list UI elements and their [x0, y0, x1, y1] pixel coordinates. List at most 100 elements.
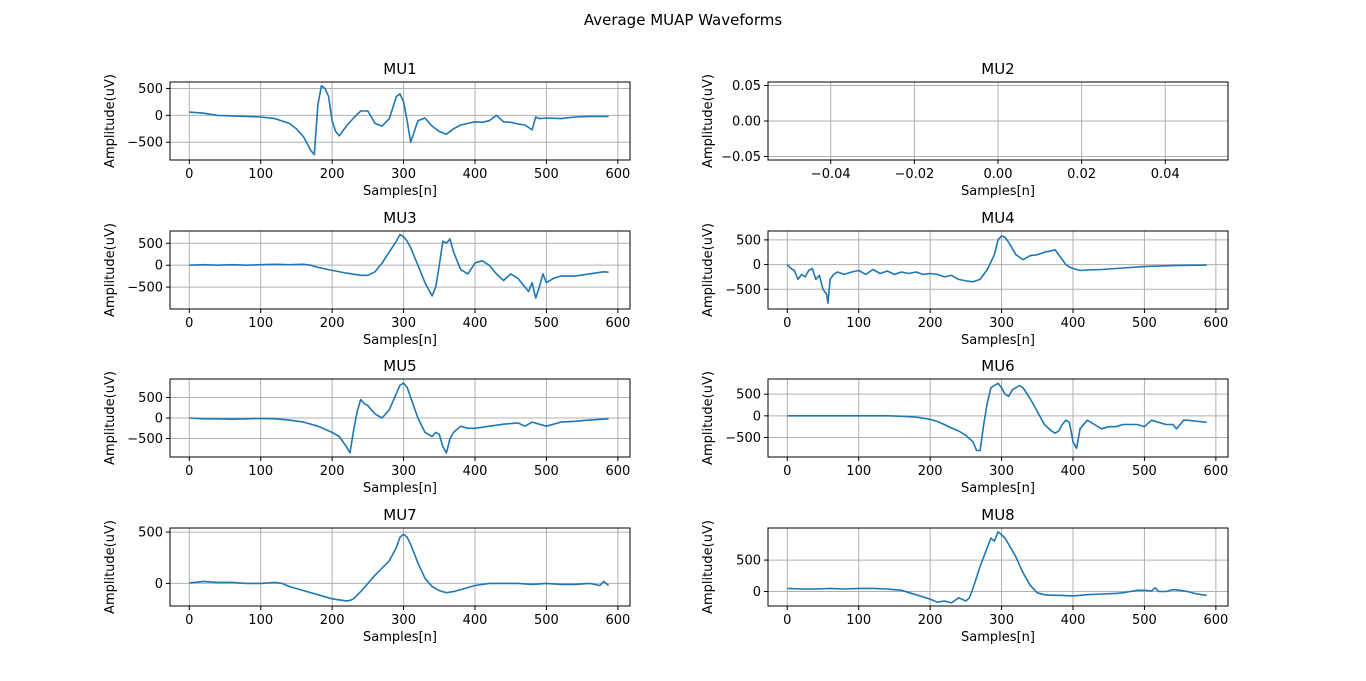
x-tick-label: 500 — [534, 464, 559, 479]
y-tick-label: 500 — [736, 388, 761, 403]
x-axis-label: Samples[n] — [961, 481, 1035, 496]
x-axis-label: Samples[n] — [363, 630, 437, 645]
y-axis-label: Amplitude(uV) — [103, 74, 118, 168]
subplot-mu7: 0 100 200 300 400 500 600 0 500 MU7 Samples[n] Ampl… — [103, 506, 631, 645]
x-tick-label: 400 — [1061, 613, 1086, 628]
x-tick-label: 0.00 — [984, 167, 1013, 182]
x-tick-label: 200 — [320, 316, 345, 331]
y-tick-label: 0 — [753, 409, 761, 424]
x-tick-label: 600 — [605, 464, 630, 479]
mu4-waveform-line — [786, 235, 1207, 304]
y-axis-label: Amplitude(uV) — [701, 520, 716, 614]
axes-frame — [767, 527, 1229, 607]
x-tick-label: 500 — [1132, 464, 1157, 479]
x-tick-label: 500 — [534, 316, 559, 331]
x-tick-label: −0.02 — [894, 167, 934, 182]
x-tick-label: 200 — [918, 613, 943, 628]
subplot-mu2: −0.04 −0.02 0.00 0.02 0.04 −0.05 0.00 0.05 MU2 Sa… — [701, 60, 1229, 199]
x-tick-label: 200 — [918, 464, 943, 479]
mu6-waveform-line — [787, 382, 1207, 452]
subplot-title: MU8 — [981, 506, 1014, 524]
y-tick-label: −500 — [127, 136, 163, 151]
subplot-title: MU5 — [383, 357, 416, 375]
axes-frame — [767, 378, 1229, 458]
x-tick-label: 600 — [605, 613, 630, 628]
subplot-mu1: 0 100 200 300 400 500 600 −500 0 500 MU1 Samples[n]… — [103, 60, 631, 199]
x-axis-label: Samples[n] — [961, 333, 1035, 348]
figure-title: Average MUAP Waveforms — [584, 11, 783, 29]
subplot-title: MU3 — [383, 209, 416, 227]
y-tick-label: 500 — [138, 526, 163, 541]
x-tick-label: 500 — [1132, 316, 1157, 331]
y-axis-label: Amplitude(uV) — [103, 371, 118, 465]
y-tick-label: 0 — [753, 258, 761, 273]
x-tick-label: 300 — [391, 464, 416, 479]
x-tick-label: 0 — [783, 464, 791, 479]
x-tick-label: 0 — [783, 316, 791, 331]
x-tick-label: 400 — [1061, 316, 1086, 331]
x-axis-label: Samples[n] — [961, 630, 1035, 645]
x-tick-label: 200 — [918, 316, 943, 331]
x-tick-label: 600 — [1203, 613, 1228, 628]
y-axis-label: Amplitude(uV) — [103, 223, 118, 317]
y-tick-label: 500 — [736, 233, 761, 248]
y-tick-label: 0 — [155, 109, 163, 124]
x-tick-label: 300 — [989, 464, 1014, 479]
y-tick-label: −0.05 — [721, 150, 761, 165]
x-tick-label: 100 — [248, 613, 273, 628]
x-tick-label: 300 — [391, 167, 416, 182]
x-tick-label: 500 — [534, 613, 559, 628]
x-tick-label: 400 — [463, 613, 488, 628]
mu3-waveform-line — [189, 233, 609, 299]
y-axis-label: Amplitude(uV) — [701, 223, 716, 317]
x-tick-label: 0.02 — [1067, 167, 1096, 182]
y-tick-label: 0 — [155, 577, 163, 592]
x-tick-label: −0.04 — [811, 167, 851, 182]
x-tick-label: 400 — [463, 167, 488, 182]
subplot-mu5: 0 100 200 300 400 500 600 −500 0 500 MU5 Samples[n]… — [103, 357, 631, 496]
x-tick-label: 0 — [783, 613, 791, 628]
x-tick-label: 200 — [320, 167, 345, 182]
y-tick-label: 500 — [138, 391, 163, 406]
y-tick-label: 0 — [155, 412, 163, 427]
x-tick-label: 100 — [248, 316, 273, 331]
y-tick-label: 0 — [155, 259, 163, 274]
y-tick-label: 0.05 — [732, 79, 761, 94]
x-tick-label: 600 — [1203, 316, 1228, 331]
y-tick-label: 0 — [753, 585, 761, 600]
x-tick-label: 300 — [391, 613, 416, 628]
y-tick-label: −500 — [127, 281, 163, 296]
subplot-grid: 0 100 200 300 400 500 600 −500 0 500 MU1 Samples[n]… — [103, 60, 1229, 645]
x-tick-label: 400 — [1061, 464, 1086, 479]
subplot-mu8: 0 100 200 300 400 500 600 0 500 MU8 Samples[n] Ampl… — [701, 506, 1229, 645]
axes-frame — [767, 230, 1229, 310]
x-tick-label: 600 — [605, 167, 630, 182]
x-tick-label: 0 — [185, 316, 193, 331]
y-tick-label: 500 — [138, 82, 163, 97]
x-tick-label: 0 — [185, 464, 193, 479]
x-tick-label: 300 — [989, 613, 1014, 628]
y-tick-label: −500 — [725, 431, 761, 446]
x-tick-label: 400 — [463, 464, 488, 479]
x-tick-label: 0 — [185, 613, 193, 628]
x-tick-label: 100 — [248, 167, 273, 182]
x-tick-label: 400 — [463, 316, 488, 331]
x-tick-label: 0.04 — [1151, 167, 1180, 182]
y-axis-label: Amplitude(uV) — [701, 74, 716, 168]
y-tick-label: 500 — [138, 237, 163, 252]
subplot-mu4: 0 100 200 300 400 500 600 −500 0 500 MU4 Samples[n]… — [701, 209, 1229, 348]
subplot-title: MU4 — [981, 209, 1014, 227]
axes-frame — [169, 230, 631, 310]
x-axis-label: Samples[n] — [363, 184, 437, 199]
mu5-waveform-line — [189, 382, 609, 454]
y-tick-label: −500 — [127, 432, 163, 447]
x-axis-label: Samples[n] — [363, 333, 437, 348]
y-axis-label: Amplitude(uV) — [701, 371, 716, 465]
x-tick-label: 500 — [1132, 613, 1157, 628]
subplot-title: MU1 — [383, 60, 416, 78]
x-tick-label: 0 — [185, 167, 193, 182]
x-axis-label: Samples[n] — [961, 184, 1035, 199]
y-tick-label: −500 — [725, 283, 761, 298]
subplot-mu6: 0 100 200 300 400 500 600 −500 0 500 MU6 Samples[n]… — [701, 357, 1229, 496]
